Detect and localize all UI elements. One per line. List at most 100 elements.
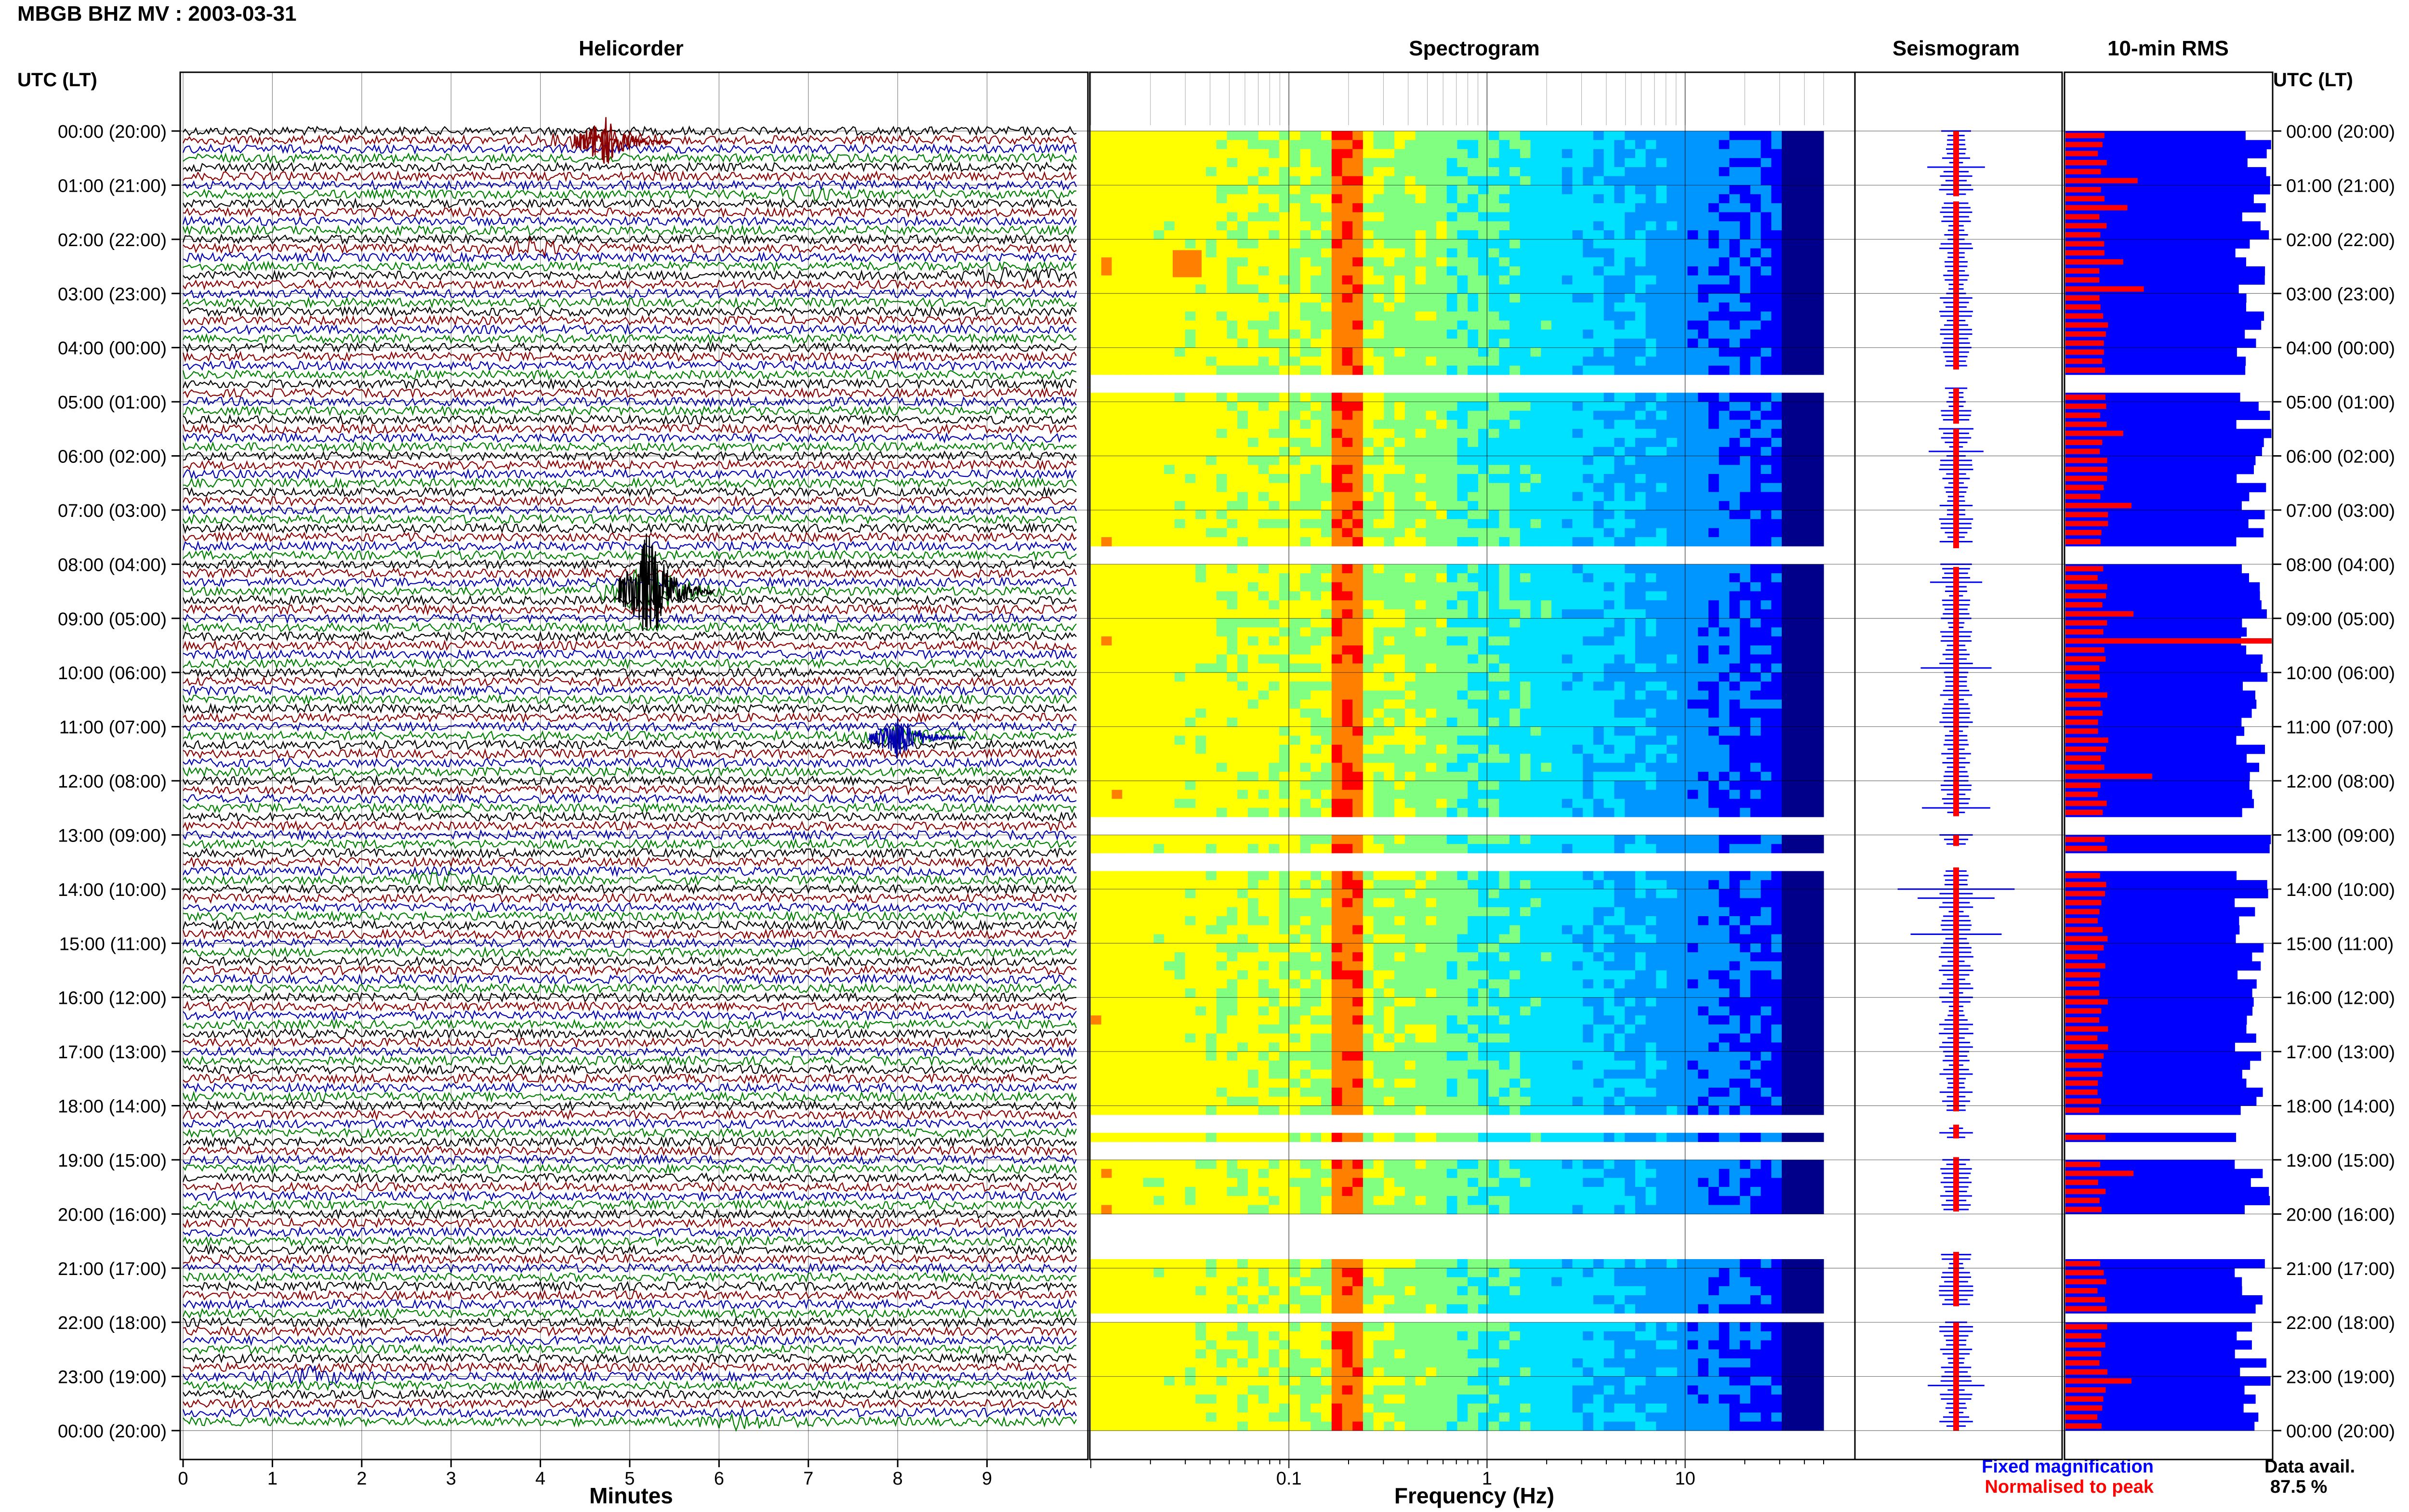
spectrogram-cell [1478,311,1489,321]
spectrogram-cell [1792,194,1803,204]
spectrogram-cell [1227,329,1238,339]
spectrogram-cell [1530,275,1541,285]
spectrogram-cell [1603,465,1615,474]
spectrogram-cell [1760,636,1772,646]
spectrogram-cell [1782,203,1793,213]
spectrogram-cell [1708,248,1720,258]
spectrogram-cell [1352,347,1363,357]
spectrogram-cell [1342,591,1353,601]
spectrogram-cell [1415,681,1426,691]
spectrogram-cell [1625,320,1636,330]
spectrogram-cell [1760,257,1772,267]
spectrogram-cell [1164,564,1175,574]
spectrogram-cell [1436,745,1447,754]
spectrogram-cell [1174,239,1186,249]
spectrogram-cell [1289,772,1301,781]
spectrogram-cell [1667,663,1678,673]
spectrogram-cell [1143,645,1154,655]
spectrogram-cell [1174,338,1186,348]
spectrogram-cell [1802,627,1813,637]
spectrogram-cell [1562,573,1573,583]
spectrogram-cell [1321,690,1332,700]
spectrogram-cell [1216,302,1227,312]
spectrogram-cell [1520,528,1531,538]
spectrogram-cell [1530,356,1541,366]
spectrogram-cell [1603,681,1615,691]
spectrogram-cell [1426,600,1437,610]
spectrogram-cell [1708,239,1720,249]
spectrogram-cell [1593,311,1604,321]
spectrogram-cell [1436,600,1447,610]
spectrogram-cell [1499,736,1510,745]
spectrogram-cell [1404,636,1416,646]
spectrogram-cell [1572,194,1583,204]
spectrogram-cell [1174,781,1186,790]
spectrogram-cell [1656,185,1667,195]
spectrogram-cell [1185,311,1196,321]
spectrogram-cell [1645,366,1656,375]
spectrogram-cell [1091,266,1102,276]
spectrogram-cell [1541,311,1552,321]
spectrogram-cell [1363,284,1374,294]
spectrogram-cell [1269,203,1280,213]
spectrogram-cell [1373,501,1384,511]
spectrogram-cell [1206,257,1217,267]
spectrogram-cell [1373,320,1384,330]
spectrogram-cell [1802,140,1813,149]
spectrogram-cell [1143,609,1154,619]
spectrogram-cell [1373,591,1384,601]
spectrogram-cell [1687,221,1698,231]
spectrogram-cell [1509,519,1521,528]
spectrogram-cell [1426,212,1437,222]
spectrogram-cell [1802,763,1813,772]
spectrogram-cell [1708,492,1720,501]
spectrogram-cell [1457,329,1468,339]
spectrogram-cell [1269,320,1280,330]
spectrogram-cell [1446,726,1458,736]
spectrogram-cell [1729,230,1740,240]
spectrogram-cell [1247,420,1259,429]
spectrogram-cell [1708,528,1720,538]
spectrogram-cell [1132,745,1144,754]
spectrogram-cell [1404,627,1416,637]
spectrogram-cell [1530,212,1541,222]
spectrogram-cell [1499,420,1510,429]
spectrogram-cell [1415,447,1426,456]
spectrogram-cell [1153,492,1165,501]
spectrogram-cell [1310,329,1322,339]
spectrogram-cell [1310,393,1322,402]
spectrogram-cell [1802,176,1813,185]
spectrogram-cell [1164,781,1175,790]
spectrogram-cell [1478,501,1489,511]
spectrogram-cell [1782,591,1793,601]
spectrogram-cell [1164,167,1175,177]
spectrogram-cell [1112,772,1123,781]
spectrogram-cell [1091,763,1102,772]
spectrogram-cell [1729,311,1740,321]
spectrogram-cell [1614,772,1625,781]
spectrogram-cell [1729,366,1740,375]
spectrogram-cell [1645,483,1656,492]
spectrogram-cell [1562,690,1573,700]
spectrogram-cell [1813,564,1824,574]
spectrogram-cell [1520,645,1531,655]
spectrogram-cell [1478,429,1489,438]
spectrogram-cell [1321,654,1332,664]
spectrogram-cell [1164,158,1175,168]
spectrogram-cell [1269,753,1280,763]
spectrogram-cell [1687,429,1698,438]
spectrogram-cell [1614,257,1625,267]
spectrogram-cell [1331,753,1343,763]
spectrogram-cell [1583,600,1594,610]
spectrogram-cell [1321,284,1332,294]
spectrogram-cell [1185,338,1196,348]
spectrogram-cell [1426,745,1437,754]
spectrogram-cell [1269,149,1280,158]
spectrogram-cell [1446,158,1458,168]
spectrogram-cell [1771,745,1782,754]
spectrogram-cell [1656,329,1667,339]
spectrogram-cell [1384,329,1395,339]
spectrogram-cell [1415,167,1426,177]
spectrogram-cell [1541,654,1552,664]
spectrogram-cell [1499,456,1510,465]
